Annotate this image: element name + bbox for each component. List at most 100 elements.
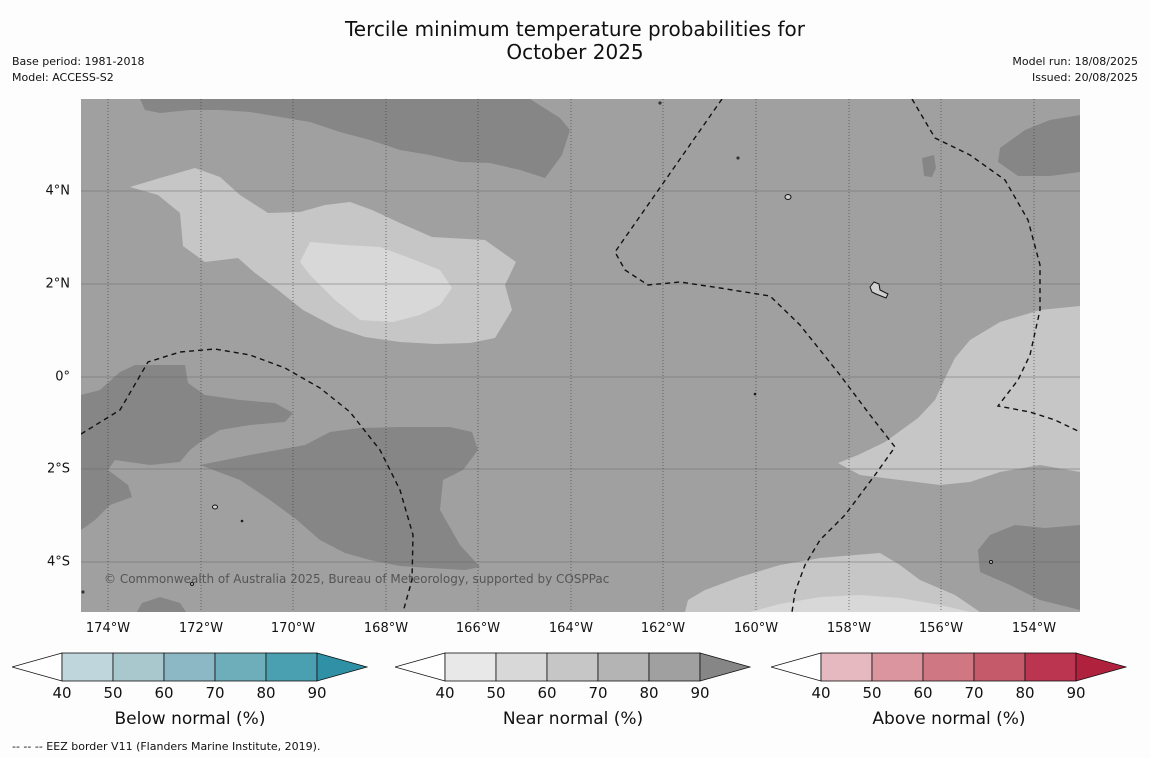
lon-label-154w: 154°W [1011,621,1057,636]
copyright-notice: © Commonwealth of Australia 2025, Bureau… [104,572,610,586]
colorbar-below-normal-seg-1 [61,652,114,682]
island-10 [81,590,85,594]
colorbar-below-normal-seg-3 [163,652,216,682]
colorbar-above-normal-seg-2 [871,652,924,682]
map-title-line-1: Tercile minimum temperature probabilitie… [344,17,806,41]
meta-left: Base period: 1981-2018 Model: ACCESS-S2 [12,54,144,86]
issued-text: Issued: 20/08/2025 [1031,71,1138,84]
colorbar-below-normal-seg-4 [214,652,267,682]
lat-label-2s: 2°S [46,461,70,477]
island-5 [753,392,757,396]
colorbar-above-normal-seg-3 [922,652,975,682]
model-run-text: Model run: 18/08/2025 [1012,55,1138,68]
colorbar-above-normal-tick-50: 50 [862,684,882,702]
colorbar-above-normal-tick-70: 70 [964,684,984,702]
colorbar-near-normal-tick-40: 40 [435,684,455,702]
lon-label-160w: 160°W [733,621,779,636]
lon-label-170w: 170°W [270,621,316,636]
colorbar-near-normal-tick-80: 80 [639,684,659,702]
lon-label-168w: 168°W [363,621,409,636]
colorbar-above-normal-tick-80: 80 [1015,684,1035,702]
colorbar-near-normal-tick-70: 70 [588,684,608,702]
eez-border-west [81,348,414,612]
colorbar-below-normal [12,652,368,682]
colorbar-below-normal-tick-40: 40 [52,684,72,702]
colorbar-above-normal-overflow [1075,652,1127,682]
colorbar-below-normal-seg-2 [112,652,165,682]
colorbar-near-normal-seg-4 [597,652,650,682]
region-dark-small-northeast [922,155,936,177]
colorbar-below-normal-seg-5 [265,652,318,682]
island-1 [658,101,662,105]
eez-border-east [911,99,1080,433]
colorbar-below-normal-label: Below normal (%) [114,709,266,729]
colorbar-above-normal-tick-90: 90 [1066,684,1086,702]
island-4 [869,281,889,299]
colorbar-above-normal-seg-5 [1024,652,1077,682]
colorbar-above-normal-underflow [771,652,822,682]
colorbar-above-normal [771,652,1127,682]
region-dark-southwest [137,597,186,612]
island-8 [190,582,194,586]
islands [81,101,993,594]
region-dark-north-center [140,99,570,178]
lat-label-0: 0° [55,369,70,385]
region-dark-south-center [200,427,480,570]
lon-label-158w: 158°W [826,621,872,636]
lon-label-162w: 162°W [640,621,686,636]
lat-label-2n: 2°N [45,276,71,292]
region-dark-northeast [998,115,1080,176]
colorbar-near-normal-tick-60: 60 [537,684,557,702]
colorbar-above-normal-tick-40: 40 [811,684,831,702]
colorbar-below-normal-underflow [12,652,63,682]
island-9 [989,560,993,564]
base-period-text: Base period: 1981-2018 [12,55,145,68]
colorbar-below-normal-tick-50: 50 [103,684,123,702]
map-background [81,99,1080,612]
colorbar-near-normal-seg-5 [648,652,701,682]
region-light-east [838,306,1080,485]
lat-label-4n: 4°N [45,183,71,199]
colorbar-below-normal-tick-90: 90 [307,684,327,702]
colorbar-above-normal-tick-60: 60 [913,684,933,702]
lon-label-164w: 164°W [548,621,594,636]
region-lightest-south [750,595,970,612]
graticule [81,99,1080,612]
island-7 [240,519,244,523]
region-light-south [685,553,980,612]
model-text: Model: ACCESS-S2 [12,71,114,84]
colorbar-near-normal-tick-90: 90 [690,684,710,702]
region-lightest-north [300,242,452,322]
island-3 [784,194,792,200]
lat-label-4s: 4°S [46,554,70,570]
lon-label-156w: 156°W [918,621,964,636]
colorbar-above-normal-seg-1 [820,652,873,682]
colorbar-below-normal-overflow [316,652,368,682]
colorbar-below-normal-tick-60: 60 [154,684,174,702]
region-dark-southeast [978,525,1080,610]
island-2 [736,156,740,160]
colorbar-below-normal-tick-70: 70 [205,684,225,702]
map-title: Tercile minimum temperature probabilitie… [0,18,1150,64]
colorbar-near-normal-seg-2 [495,652,548,682]
colorbar-near-normal-overflow [699,652,751,682]
colorbar-near-normal [395,652,751,682]
eez-footnote: -- -- -- EEZ border V11 (Flanders Marine… [12,740,321,753]
colorbar-above-normal-seg-4 [973,652,1026,682]
colorbar-near-normal-tick-50: 50 [486,684,506,702]
meta-right: Model run: 18/08/2025 Issued: 20/08/2025 [1012,54,1138,86]
colorbar-below-normal-tick-80: 80 [256,684,276,702]
colorbar-near-normal-seg-3 [546,652,599,682]
eez-borders [81,99,1080,612]
colorbar-near-normal-seg-1 [444,652,497,682]
map-area[interactable] [81,99,1080,612]
colorbar-above-normal-label: Above normal (%) [872,709,1026,729]
colorbar-near-normal-label: Near normal (%) [502,709,644,729]
lon-label-174w: 174°W [85,621,131,636]
lon-label-172w: 172°W [178,621,224,636]
colorbar-near-normal-underflow [395,652,446,682]
region-dark-west [81,365,293,530]
eez-border-center [614,99,896,612]
lon-label-166w: 166°W [455,621,501,636]
